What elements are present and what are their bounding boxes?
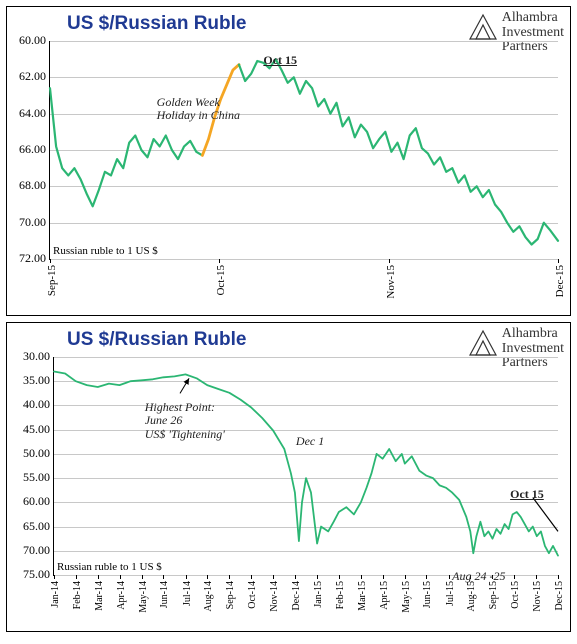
y-tick-label: 70.00 (16, 543, 50, 558)
annotation: Dec 1 (296, 435, 324, 449)
y-tick-label: 50.00 (16, 446, 50, 461)
logo-line-1: Alhambra (502, 327, 564, 342)
chart-panel-bottom: Alhambra Investment Partners US $/Russia… (6, 322, 571, 632)
y-tick-label: 45.00 (16, 422, 50, 437)
y-tick-label: 60.00 (16, 494, 50, 509)
plot-area-top: 60.0062.0064.0066.0068.0070.0072.00Sep-1… (49, 41, 558, 260)
y-tick-label: 65.00 (16, 519, 50, 534)
y-tick-label: 75.00 (16, 567, 50, 582)
y-tick-label: 55.00 (16, 470, 50, 485)
chart-title-top: US $/Russian Ruble (67, 13, 247, 35)
plot-area-bottom: 30.0035.0040.0045.0050.0055.0060.0065.00… (53, 357, 558, 576)
y-tick-label: 40.00 (16, 397, 50, 412)
annotation: Oct 15 (263, 54, 297, 68)
alhambra-icon (468, 327, 498, 357)
alhambra-icon (468, 11, 498, 41)
y-tick-label: 70.00 (12, 215, 46, 230)
logo-line-1: Alhambra (502, 11, 564, 26)
y-tick-label: 64.00 (12, 106, 46, 121)
caption-top: Russian ruble to 1 US $ (53, 245, 158, 257)
chart-panel-top: Alhambra Investment Partners US $/Russia… (6, 6, 571, 316)
logo-line-2: Investment (502, 342, 564, 357)
caption-bottom: Russian ruble to 1 US $ (57, 561, 162, 573)
annotation: Oct 15 (510, 488, 544, 502)
y-tick-label: 68.00 (12, 178, 46, 193)
chart-title-bottom: US $/Russian Ruble (67, 329, 247, 351)
annotation: Highest Point:June 26US$ 'Tightening' (145, 401, 225, 442)
series-svg (50, 41, 558, 259)
annotation: Golden WeekHoliday in China (157, 96, 240, 124)
y-tick-label: 30.00 (16, 349, 50, 364)
y-tick-label: 35.00 (16, 373, 50, 388)
logo-line-2: Investment (502, 26, 564, 41)
y-tick-label: 60.00 (12, 33, 46, 48)
y-tick-label: 62.00 (12, 69, 46, 84)
y-tick-label: 72.00 (12, 251, 46, 266)
series-svg (54, 357, 558, 575)
y-tick-label: 66.00 (12, 142, 46, 157)
annotation: Aug 24 -25 (452, 570, 505, 584)
